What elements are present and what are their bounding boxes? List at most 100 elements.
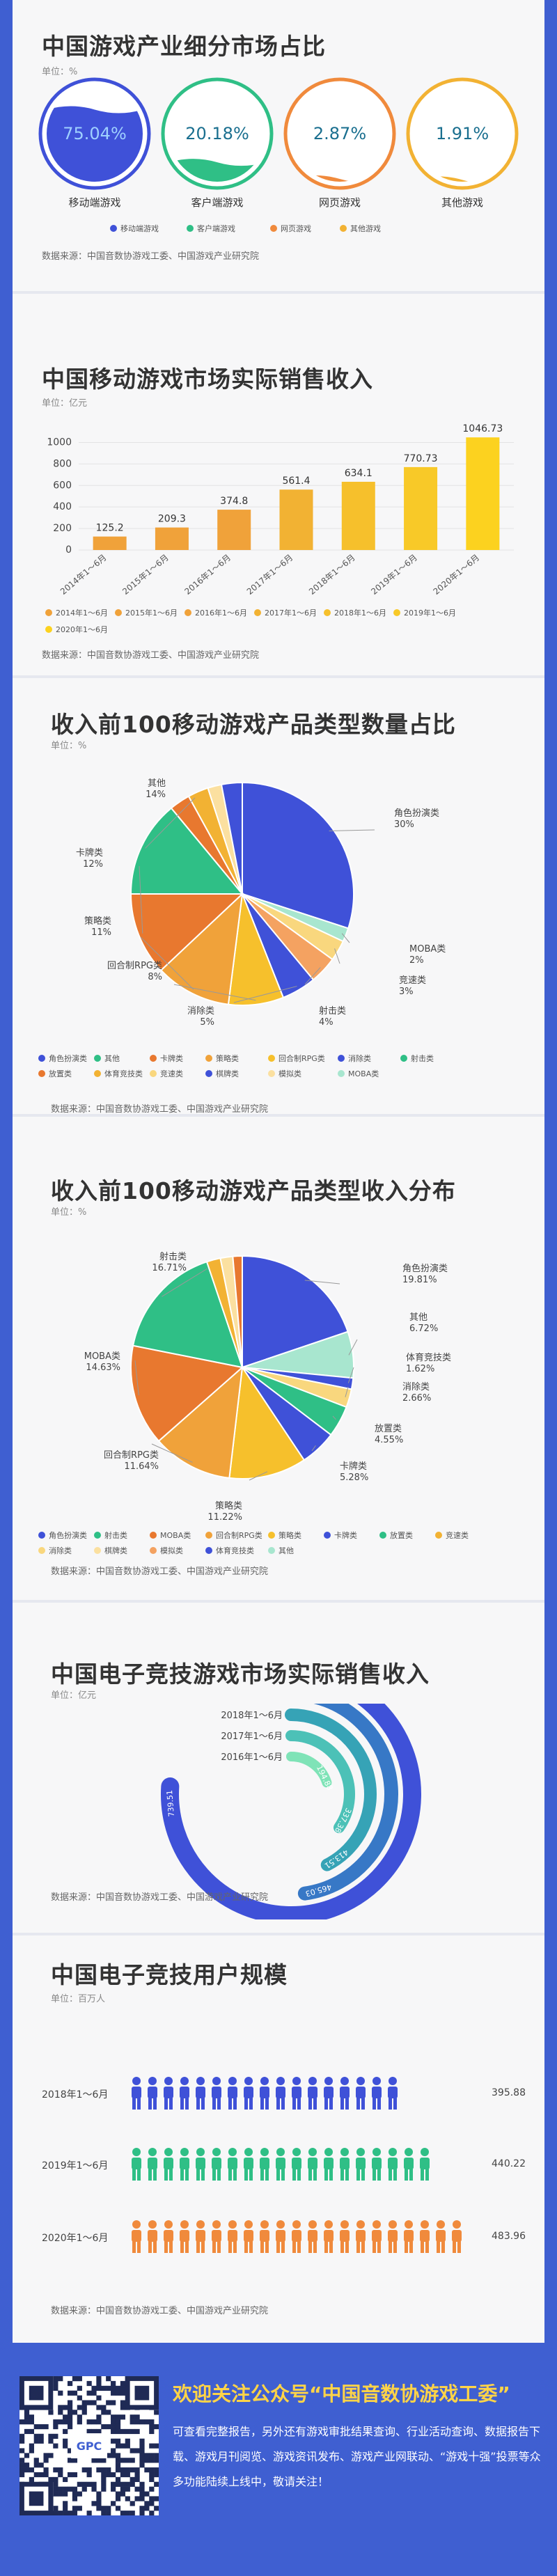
legend-swatch [338,1055,345,1062]
slice-value-label: 8% [148,972,162,982]
person-head [164,2077,173,2085]
person-leg [393,2097,397,2110]
qr-module [63,2506,68,2511]
slice-name-label: 射击类 [159,1251,187,1262]
legend-item: 射击类 [411,1053,434,1063]
qr-module [81,2410,87,2415]
qr-module [101,2424,107,2430]
person-leg [308,2097,312,2110]
person-body [340,2230,350,2242]
radial-category-label: 2017年1～6月 [221,1731,283,1742]
qr-module [120,2458,126,2463]
person-leg [137,2240,141,2253]
legend-swatch [205,1532,212,1539]
person-leg [201,2240,205,2253]
qr-module [96,2491,102,2497]
user-row: 2018年1～6月 395.88 [42,2075,543,2116]
person-body [324,2087,334,2098]
person-leg [329,2097,333,2110]
person-body [228,2158,237,2169]
person-head [228,2148,237,2156]
person-icon [292,2077,301,2110]
slice-name-label: 消除类 [187,1006,214,1016]
person-leg [361,2240,365,2253]
person-head [356,2220,365,2229]
person-leg [265,2168,269,2181]
qr-module [106,2453,111,2458]
slice-value-label: 3% [399,987,414,997]
qr-module [139,2491,145,2497]
legend-item: 卡牌类 [160,1053,183,1063]
qr-module [77,2376,82,2382]
person-leg [180,2168,184,2181]
person-leg [249,2240,253,2253]
qr-module [130,2419,135,2425]
person-head [196,2077,205,2085]
gauge-value: 1.91% [436,124,489,143]
qr-module [81,2467,87,2473]
person-leg [340,2240,344,2253]
qr-module [115,2458,121,2463]
person-leg [212,2168,216,2181]
person-leg [377,2097,381,2110]
qr-finder-core [29,2385,44,2401]
person-head [340,2077,349,2085]
qr-module [111,2486,116,2492]
data-source: 数据来源：中国音数协游戏工委、中国游戏产业研究院 [51,1104,269,1115]
person-body [388,2230,398,2242]
pie-slice [220,781,243,895]
qr-module [154,2481,159,2487]
qr-module [120,2390,126,2396]
qr-module [115,2496,121,2502]
person-body [180,2230,189,2242]
qr-module [43,2467,49,2473]
esports-revenue-section: 中国电子竞技游戏市场实际销售收入 单位：亿元 194.88 2016年1～6月 33… [13,1603,544,1930]
qr-module [111,2390,116,2396]
qr-module [58,2376,63,2382]
qr-logo-box [71,2433,107,2458]
legend-swatch [150,1070,157,1077]
person-head [276,2077,285,2085]
bar-value-label: 770.73 [404,453,438,464]
legend-swatch [205,1055,212,1062]
qr-module [134,2419,140,2425]
legend-swatch [254,609,261,616]
legend-swatch [205,1070,212,1077]
x-tick-label: 2018年1～6月 [307,553,357,597]
qr-module [63,2428,68,2435]
qr-module [53,2443,58,2449]
legend-item: 角色扮演类 [49,1053,87,1063]
person-body [436,2230,446,2242]
qr-module [154,2496,159,2502]
slice-name-label: 卡牌类 [340,1461,367,1472]
qr-module [106,2467,111,2473]
qr-module [149,2443,155,2449]
qr-module [24,2428,30,2435]
legend-item: 竞速类 [446,1530,469,1540]
qr-module [130,2448,135,2453]
person-body [212,2230,221,2242]
person-icons [132,2077,398,2110]
legend-item: 棋牌类 [104,1546,127,1555]
person-icon [420,2220,430,2253]
qr-module [29,2414,34,2420]
legend-item: 体育竞技类 [216,1546,254,1555]
qr-module [154,2472,159,2478]
slice-name-label: 体育竞技类 [406,1352,451,1363]
person-body [148,2158,157,2169]
person-leg [164,2168,168,2181]
person-leg [345,2168,349,2181]
person-leg [137,2168,141,2181]
person-leg [377,2240,381,2253]
y-tick-label: 800 [53,458,72,469]
qr-module [139,2496,145,2502]
legend-item: 2016年1～6月 [195,608,247,618]
qr-module [106,2506,111,2511]
person-icon [420,2148,430,2181]
person-icon [132,2220,141,2253]
legend-item: 回合制RPG类 [216,1530,262,1540]
qr-code[interactable]: GPC [19,2376,159,2516]
type-count-pie: 角色扮演类30%MOBA类2%竞速类3%射击类4%消除类5%回合制RPG类8%策… [38,778,446,1078]
legend-swatch [150,1055,157,1062]
qr-module [67,2486,73,2492]
